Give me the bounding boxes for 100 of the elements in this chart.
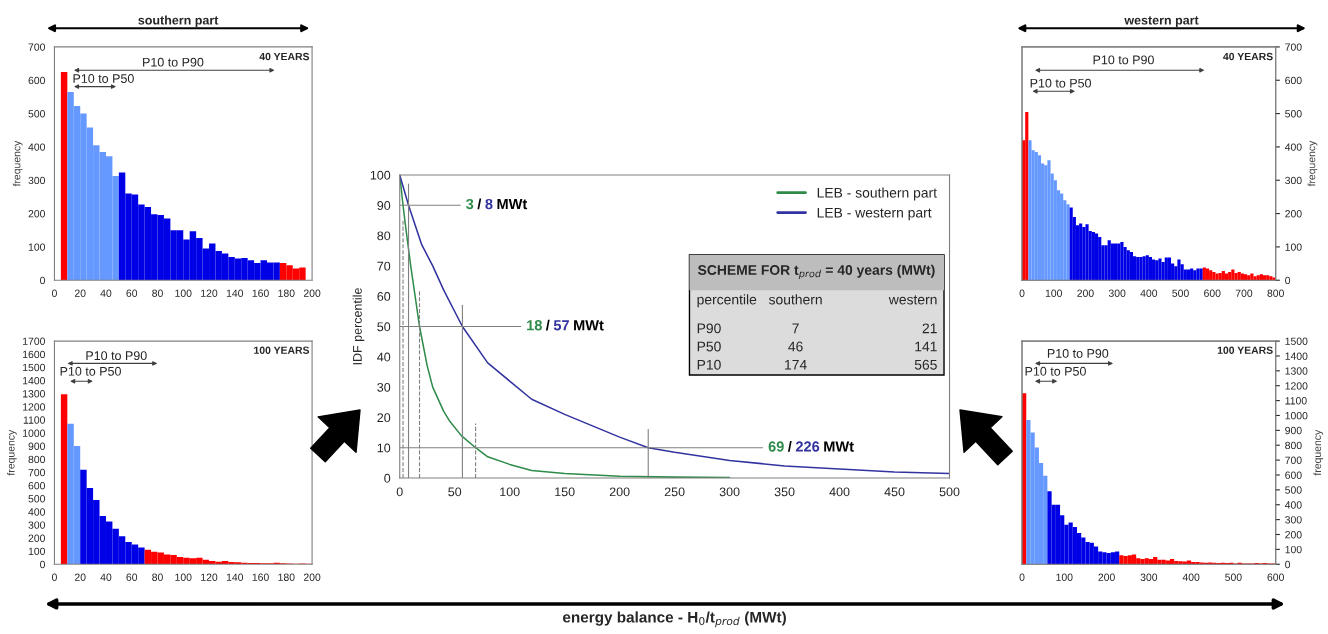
x-tick-label: 200 — [1098, 573, 1115, 581]
x-tick-label: 250 — [664, 487, 685, 497]
x-tick-label: 500 — [1225, 573, 1242, 581]
y-tick-label: 100 — [28, 243, 46, 251]
annotation: 46 — [788, 341, 803, 352]
annotation: P10 to P50 — [1025, 366, 1086, 376]
y-tick-label: 300 — [28, 521, 46, 529]
annotation: 100 YEARS — [254, 346, 310, 354]
y2-tick-label: 100 — [1285, 545, 1302, 554]
x-tick-label: 180 — [278, 573, 295, 581]
y-tick-label: 40 — [377, 352, 391, 362]
y2-axis-title: frequency — [1307, 140, 1318, 187]
x-tick-label: 350 — [774, 487, 795, 497]
y-tick-label: 1200 — [23, 403, 46, 411]
x-tick-label: 60 — [126, 573, 138, 581]
y2-tick-label: 1200 — [1285, 382, 1308, 390]
text: southern part — [138, 15, 219, 28]
y-tick-label: 0 — [384, 473, 391, 483]
y2-tick-label: 1300 — [1285, 367, 1308, 375]
annotation: P10 — [697, 359, 721, 370]
x-tick-label: 100 — [1045, 289, 1063, 297]
y-tick-label: 1400 — [23, 376, 46, 385]
y-tick-label: 500 — [28, 495, 46, 503]
x-tick-label: 80 — [152, 573, 163, 581]
y-tick-label: 20 — [377, 413, 391, 423]
x-tick-label: 120 — [201, 573, 218, 581]
ref-line-label: 69 / 226 MWt — [768, 440, 854, 452]
y-axis-title: frequency — [7, 429, 17, 476]
y2-tick-label: 900 — [1285, 426, 1302, 435]
x-tick-label: 300 — [1108, 289, 1126, 297]
x-tick-label: 140 — [226, 289, 244, 297]
annotation: P10 to P90 — [1047, 348, 1109, 358]
annotation: SCHEME FOR t$_{prod}$ = 40 years (MWt) — [697, 264, 935, 280]
y-tick-label: 600 — [28, 76, 46, 85]
y-tick-label: 500 — [28, 110, 46, 118]
x-tick-label: 50 — [448, 487, 462, 497]
y2-tick-label: 600 — [1285, 76, 1302, 85]
annotation: 565 — [914, 359, 937, 370]
y2-tick-label: 800 — [1285, 441, 1302, 450]
y2-tick-label: 0 — [1285, 276, 1291, 285]
y2-tick-label: 200 — [1285, 531, 1302, 539]
y-tick-label: 1100 — [23, 416, 46, 424]
x-tick-label: 100 — [1056, 573, 1073, 581]
y-tick-label: 700 — [28, 43, 46, 51]
y2-tick-label: 100 — [1285, 243, 1302, 251]
x-tick-label: 40 — [100, 289, 112, 297]
y2-tick-label: 1500 — [1285, 337, 1308, 345]
y-tick-label: 400 — [28, 143, 46, 151]
x-tick-label: 400 — [1182, 573, 1200, 581]
y-tick-label: 700 — [28, 468, 46, 477]
y2-tick-label: 400 — [1284, 501, 1302, 509]
y-axis-title: frequency — [12, 140, 23, 187]
y-tick-label: 300 — [28, 176, 46, 185]
x-tick-label: 400 — [829, 487, 850, 497]
annotation: P10 to P90 — [143, 57, 204, 67]
y-tick-label: 80 — [377, 231, 391, 241]
y2-tick-label: 500 — [1285, 110, 1302, 118]
annotation: P10 to P90 — [86, 351, 147, 361]
x-tick-label: 500 — [939, 487, 960, 497]
x-tick-label: 200 — [609, 487, 630, 497]
y-tick-label: 1000 — [23, 429, 46, 437]
x-tick-label: 100 — [500, 487, 520, 497]
y2-tick-label: 0 — [1285, 560, 1291, 569]
annotation: P10 to P50 — [73, 74, 134, 83]
x-tick-label: 700 — [1235, 289, 1253, 297]
y-tick-label: 900 — [28, 442, 46, 450]
x-tick-label: 0 — [1019, 289, 1025, 297]
x-tick-label: 0 — [396, 487, 403, 497]
y2-tick-label: 1000 — [1285, 411, 1308, 420]
annotation: southern — [768, 294, 822, 305]
annotation: 40 YEARS — [259, 52, 310, 61]
x-tick-label: 400 — [1140, 289, 1158, 297]
legend-label: LEB - southern part — [817, 187, 937, 201]
x-tick-label: 450 — [884, 487, 905, 497]
y-tick-label: 10 — [377, 443, 391, 453]
y-tick-label: 100 — [370, 170, 391, 180]
annotation: P90 — [697, 323, 721, 334]
y-tick-label: 1300 — [23, 390, 46, 398]
y2-tick-label: 300 — [1285, 516, 1302, 524]
annotation: P10 to P50 — [1030, 78, 1091, 88]
y-tick-label: 1600 — [23, 350, 46, 359]
annotation: 7 — [792, 323, 799, 334]
ref-line-label: 3 / 8 MWt — [466, 198, 528, 210]
x-tick-label: 600 — [1267, 573, 1284, 581]
annotation: percentile — [697, 294, 757, 308]
x-tick-label: 800 — [1267, 289, 1284, 297]
text: western part — [1124, 16, 1199, 28]
x-tick-label: 0 — [51, 573, 57, 581]
annotation: 100 YEARS — [1217, 346, 1273, 354]
x-tick-label: 160 — [252, 289, 269, 297]
y-tick-label: 90 — [377, 201, 391, 210]
y-tick-label: 50 — [377, 322, 391, 332]
y-tick-label: 70 — [377, 261, 391, 271]
y-tick-label: 1500 — [23, 363, 46, 372]
annotation: 174 — [785, 359, 807, 370]
y2-tick-label: 200 — [1285, 210, 1302, 218]
annotation: P50 — [697, 341, 721, 352]
x-tick-label: 150 — [555, 487, 575, 497]
x-tick-label: 40 — [100, 573, 112, 581]
y2-tick-label: 400 — [1284, 143, 1302, 151]
